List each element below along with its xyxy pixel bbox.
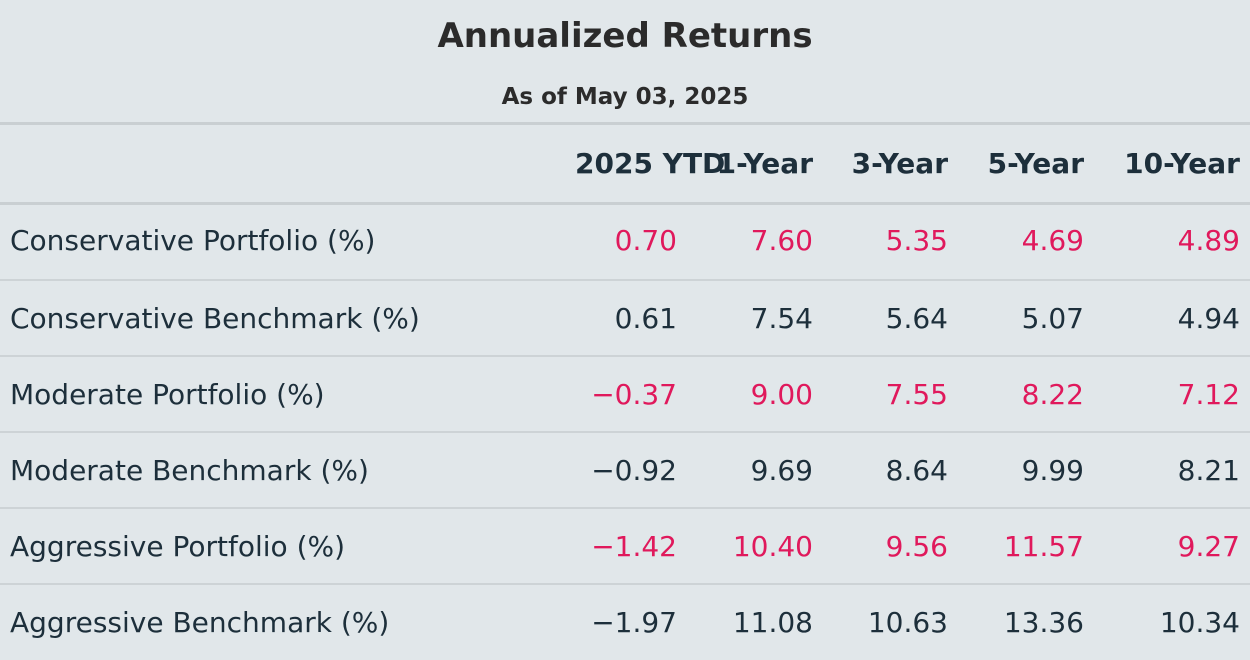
cell-3-year: 10.63 <box>823 583 958 660</box>
divider-top <box>0 122 1250 125</box>
cell-10-year: 4.89 <box>1177 224 1240 257</box>
cell-10-year: 4.94 <box>1094 279 1250 356</box>
row-label: Conservative Benchmark (%) <box>0 279 565 356</box>
cell-1-year: 9.00 <box>687 355 823 432</box>
cell-ytd: 0.70 <box>614 224 677 257</box>
row-label: Moderate Benchmark (%) <box>0 431 565 508</box>
cell-5-year: 5.07 <box>958 279 1094 356</box>
table-row: Moderate Benchmark (%) −0.92 9.69 8.64 9… <box>0 431 1250 508</box>
cell-1-year: 10.40 <box>687 507 823 584</box>
cell-10-year: 10.34 <box>1094 583 1250 660</box>
column-header-3-year: 3-Year <box>851 147 948 180</box>
table-row: Aggressive Portfolio (%) −1.42 10.40 9.5… <box>0 507 1250 584</box>
cell-1-year: 9.69 <box>687 431 823 508</box>
cell-ytd: −1.97 <box>565 583 687 660</box>
column-header-ytd: 2025 YTD <box>575 147 726 180</box>
header-row: 2025 YTD 1-Year 3-Year 5-Year 10-Year <box>0 125 1250 202</box>
cell-1-year: 7.54 <box>687 279 823 356</box>
cell-1-year: 11.08 <box>687 583 823 660</box>
cell-ytd: −1.42 <box>565 507 687 584</box>
cell-ytd: −0.92 <box>565 431 687 508</box>
returns-table: 2025 YTD 1-Year 3-Year 5-Year 10-Year Co… <box>0 125 1250 660</box>
cell-3-year: 7.55 <box>823 355 958 432</box>
column-header-5-year: 5-Year <box>987 147 1084 180</box>
row-label: Aggressive Benchmark (%) <box>0 583 565 660</box>
column-header-1-year: 1-Year <box>716 147 813 180</box>
row-label: Moderate Portfolio (%) <box>0 355 565 432</box>
table-row: Conservative Portfolio (%) 0.70 7.60 5.3… <box>0 202 1250 280</box>
cell-ytd: −0.37 <box>565 355 687 432</box>
cell-3-year: 9.56 <box>823 507 958 584</box>
table-row: Aggressive Benchmark (%) −1.97 11.08 10.… <box>0 583 1250 660</box>
cell-5-year: 9.99 <box>958 431 1094 508</box>
column-header-label <box>0 125 565 202</box>
table-title: Annualized Returns <box>437 16 813 56</box>
column-header-10-year: 10-Year <box>1124 147 1240 180</box>
cell-ytd: 0.61 <box>565 279 687 356</box>
table-row: Conservative Benchmark (%) 0.61 7.54 5.6… <box>0 279 1250 356</box>
row-label: Conservative Portfolio (%) <box>10 224 376 257</box>
cell-5-year: 4.69 <box>1021 224 1084 257</box>
divider-header <box>0 202 1250 205</box>
cell-3-year: 5.64 <box>823 279 958 356</box>
cell-5-year: 8.22 <box>958 355 1094 432</box>
cell-5-year: 13.36 <box>958 583 1094 660</box>
cell-3-year: 8.64 <box>823 431 958 508</box>
table-subtitle: As of May 03, 2025 <box>501 84 749 110</box>
cell-3-year: 5.35 <box>885 224 948 257</box>
cell-10-year: 9.27 <box>1094 507 1250 584</box>
cell-10-year: 7.12 <box>1094 355 1250 432</box>
cell-10-year: 8.21 <box>1094 431 1250 508</box>
cell-1-year: 7.60 <box>750 224 813 257</box>
row-label: Aggressive Portfolio (%) <box>0 507 565 584</box>
cell-5-year: 11.57 <box>958 507 1094 584</box>
table-row: Moderate Portfolio (%) −0.37 9.00 7.55 8… <box>0 355 1250 432</box>
